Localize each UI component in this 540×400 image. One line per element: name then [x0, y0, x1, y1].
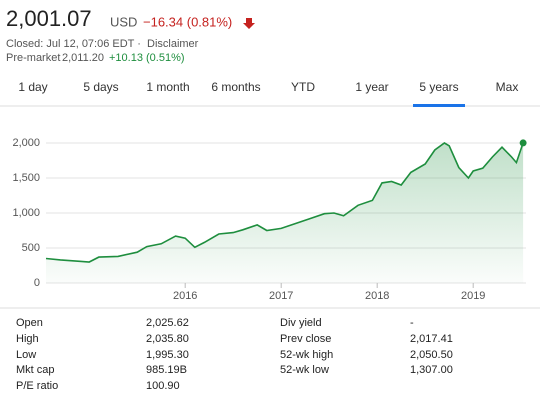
- stat-label: P/E ratio: [16, 380, 58, 392]
- y-tick-label: 1,000: [12, 207, 40, 219]
- tab[interactable]: 5 days: [83, 80, 118, 94]
- stat-value: 985.19B: [146, 364, 187, 376]
- x-tick-label: 2019: [461, 290, 485, 302]
- stat-label: Open: [16, 317, 43, 329]
- last-point: [519, 139, 527, 147]
- tab[interactable]: 1 year: [355, 80, 388, 94]
- stat-value: 2,017.41: [410, 333, 453, 345]
- area-fill: [46, 142, 524, 283]
- x-tick-label: 2017: [269, 290, 293, 302]
- stat-value: 100.90: [146, 380, 180, 392]
- premarket-label: Pre-market: [6, 52, 60, 64]
- stat-label: Low: [16, 349, 36, 361]
- premarket-price: 2,011.20: [62, 52, 104, 64]
- price-line: [45, 142, 524, 263]
- down-arrow: [243, 18, 255, 29]
- tab[interactable]: 1 day: [18, 80, 47, 94]
- stat-label: Div yield: [280, 317, 322, 329]
- tab[interactable]: Max: [496, 80, 519, 94]
- currency: USD: [110, 14, 137, 29]
- stat-label: Prev close: [280, 333, 331, 345]
- y-tick-label: 0: [34, 277, 40, 289]
- tab-underline: [413, 104, 465, 107]
- price: 2,001.07: [6, 6, 92, 31]
- price-change: −16.34 (0.81%): [143, 14, 232, 29]
- y-tick-label: 500: [22, 242, 40, 254]
- stat-label: Mkt cap: [16, 364, 55, 376]
- stat-label: 52-wk high: [280, 349, 333, 361]
- stat-value: 1,995.30: [146, 349, 189, 361]
- premarket-change: +10.13 (0.51%): [109, 52, 185, 64]
- x-tick-label: 2016: [173, 290, 197, 302]
- stat-value: 2,050.50: [410, 349, 453, 361]
- stat-label: High: [16, 333, 39, 345]
- tab[interactable]: 1 month: [146, 80, 189, 94]
- market-status: Closed: Jul 12, 07:06 EDT ·: [6, 38, 141, 50]
- y-tick-label: 2,000: [12, 137, 40, 149]
- disclaimer-link[interactable]: Disclaimer: [147, 38, 199, 50]
- tab[interactable]: 6 months: [211, 80, 260, 94]
- tab[interactable]: YTD: [291, 80, 315, 94]
- stat-value: -: [410, 317, 414, 329]
- y-tick-label: 1,500: [12, 172, 40, 184]
- stat-label: 52-wk low: [280, 364, 329, 376]
- stat-value: 2,025.62: [146, 317, 189, 329]
- stat-value: 1,307.00: [410, 364, 453, 376]
- stat-value: 2,035.80: [146, 333, 189, 345]
- tab[interactable]: 5 years: [419, 80, 458, 94]
- x-tick-label: 2018: [365, 290, 389, 302]
